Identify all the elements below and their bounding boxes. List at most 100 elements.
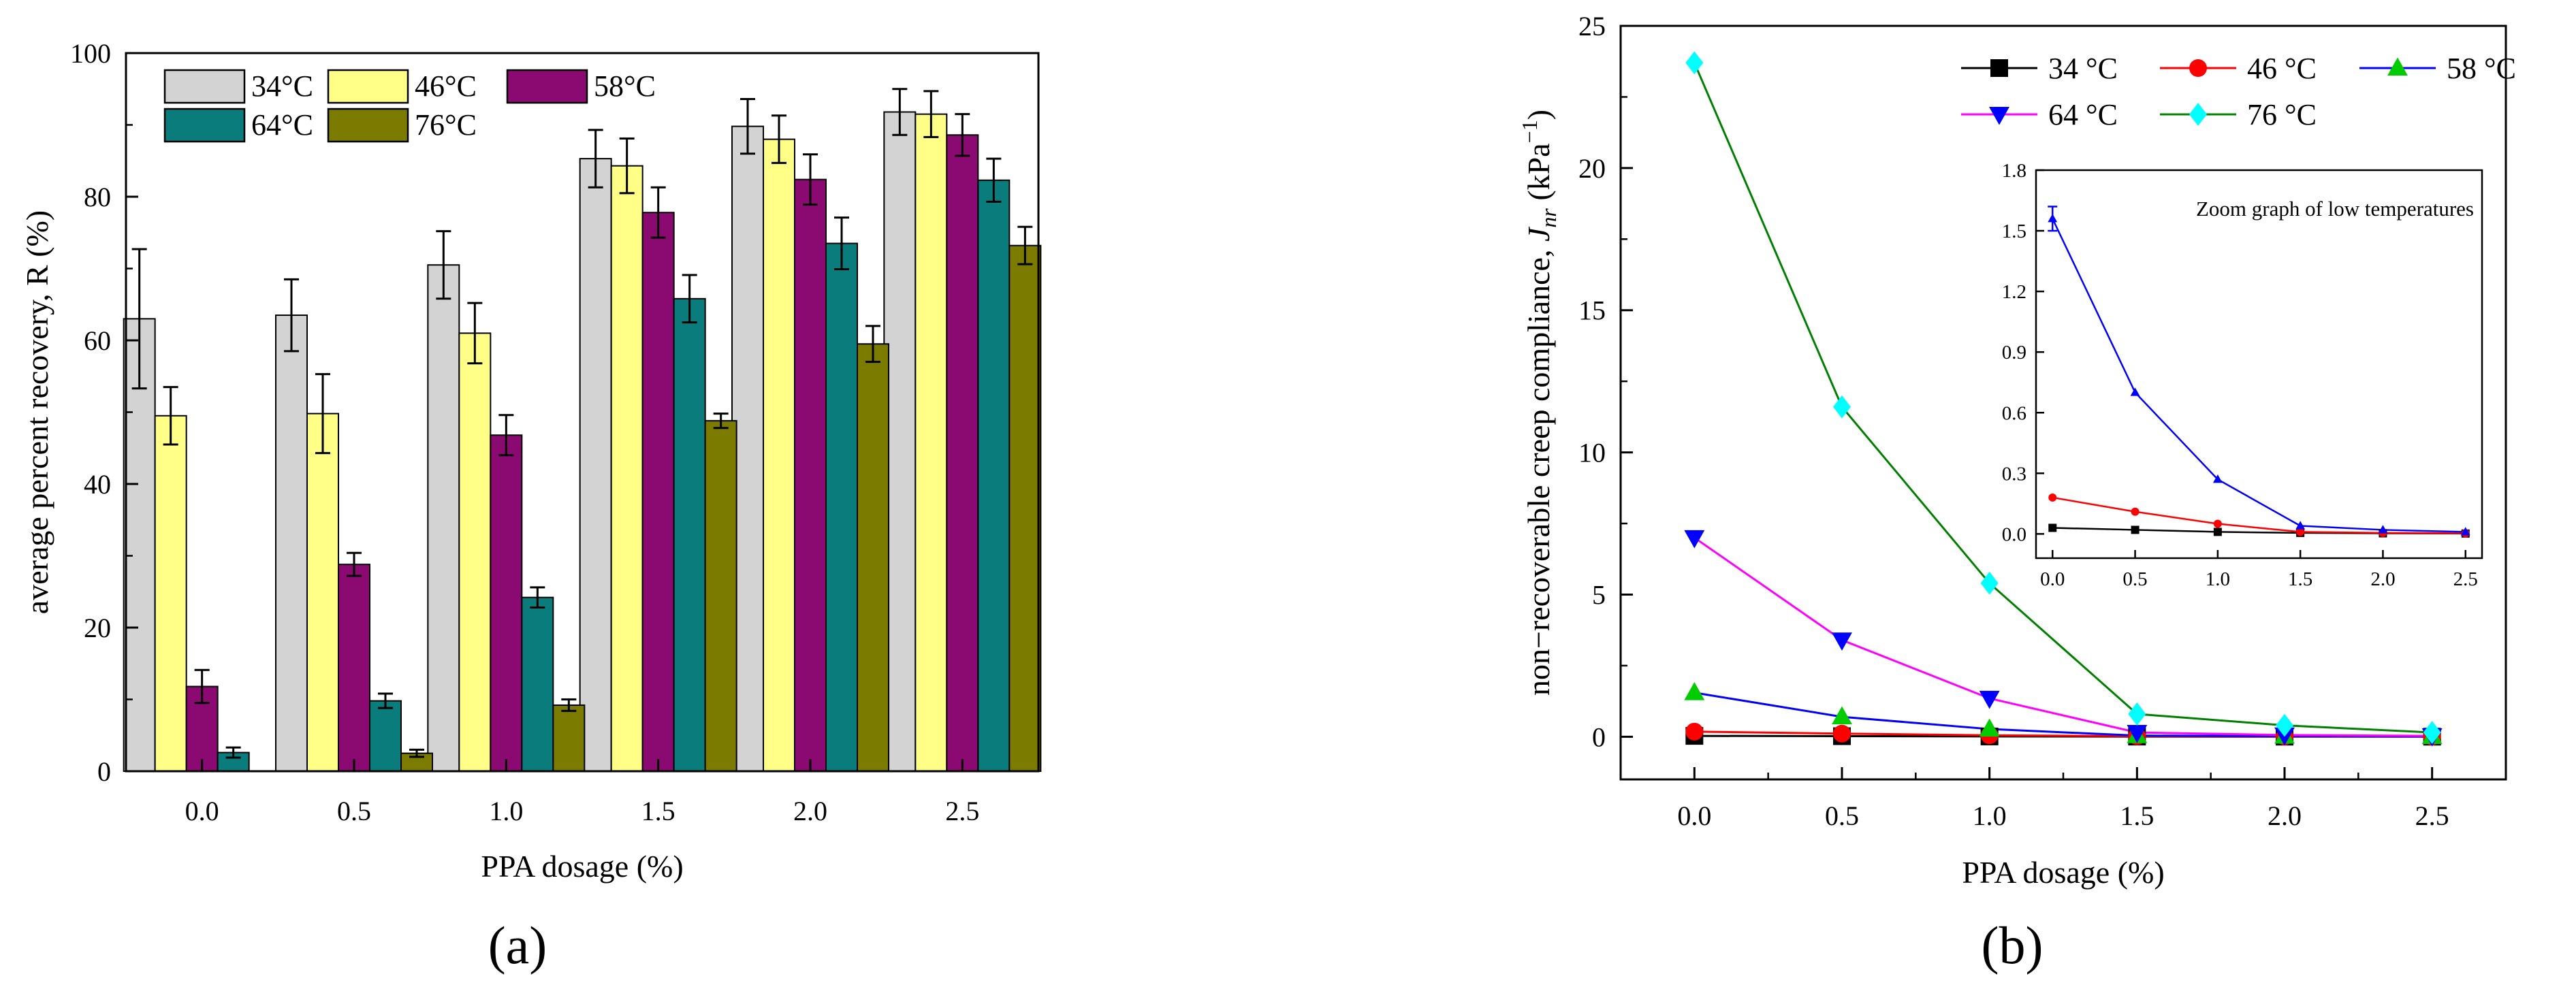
y-axis-title-part: non−recoverable creep compliance, (1521, 242, 1556, 696)
y-axis-title-part: ) (1521, 110, 1556, 120)
y-tick-label: 10 (1578, 438, 1606, 468)
inset-data-point (2131, 525, 2140, 534)
legend-swatch (327, 69, 409, 104)
legend-label: 76°C (415, 108, 477, 142)
inset-x-tick-label: 1.0 (2206, 568, 2230, 590)
bar (427, 264, 460, 773)
y-axis-title-part: J (1521, 226, 1556, 242)
x-tick-label: 2.5 (945, 796, 979, 826)
x-tick-label: 2.0 (2268, 800, 2302, 831)
data-point (1833, 724, 1851, 743)
data-point (1832, 632, 1852, 651)
bar (641, 212, 675, 772)
bar (458, 332, 492, 772)
x-tick-label: 1.0 (1973, 800, 2007, 831)
data-point (1684, 681, 1705, 700)
inset-data-point (2378, 525, 2388, 534)
data-point (1685, 51, 1704, 75)
legend-label: 58 °C (2447, 52, 2516, 85)
inset-data-point (2296, 528, 2305, 536)
legend-label: 64 °C (2048, 98, 2118, 131)
x-tick-label: 0.0 (185, 796, 219, 826)
data-point (2127, 725, 2148, 743)
legend-label: 58°C (594, 69, 656, 103)
inset-data-point (2460, 527, 2470, 536)
legend-marker (2189, 103, 2207, 126)
bar (915, 113, 948, 773)
panel-b-inset-chart: 0.0 0.3 0.6 0.9 1.2 1.5 1.8 0.0 0.5 1.0 1.5 2.0 2.5 Z… (2002, 160, 2483, 590)
inset-y-tick-label: 0.6 (2002, 402, 2026, 424)
data-point (2128, 702, 2146, 726)
panel-label-b: (b) (1982, 916, 2044, 975)
y-tick-label: 100 (70, 38, 111, 69)
bar (306, 412, 339, 772)
bar (610, 165, 643, 772)
legend-marker (1990, 59, 2008, 77)
inset-frame (2035, 169, 2483, 560)
inset-data-point (2048, 214, 2058, 223)
inset-y-tick-label: 1.2 (2002, 281, 2026, 303)
inset-data-point (2048, 493, 2057, 502)
bar (369, 700, 402, 772)
bar (763, 138, 795, 773)
x-tick-label: 1.0 (489, 796, 523, 826)
bar (521, 596, 554, 772)
inset-data-point (2212, 474, 2223, 483)
x-tick-label: 0.5 (1825, 800, 1859, 831)
y-tick-label: 0 (1592, 722, 1606, 752)
inset-y-tick-label: 0.3 (2002, 463, 2026, 485)
y-axis-title-part: −1 (1517, 120, 1542, 143)
bar (275, 314, 308, 772)
bar (185, 685, 219, 773)
bar (1008, 244, 1042, 772)
x-tick-label: 1.5 (2120, 800, 2154, 831)
inset-title: Zoom graph of low temperatures (2196, 197, 2474, 221)
legend-label: 46 °C (2247, 52, 2317, 85)
y-tick-label: 20 (1578, 153, 1606, 184)
inset-series-line (2052, 496, 2466, 534)
inset-data-point (2048, 523, 2057, 532)
series-line (1694, 692, 2432, 738)
inset-data-point (2213, 519, 2222, 528)
data-point (2423, 721, 2441, 744)
series-line (1693, 62, 2432, 734)
x-tick-label: 1.5 (641, 796, 675, 826)
y-axis-title: non−recoverable creep compliance, Jnr (k… (1517, 110, 1561, 696)
y-axis-title-part: (kPa (1521, 143, 1556, 208)
legend-marker (2387, 57, 2408, 76)
series-line (1694, 536, 2432, 737)
legend-swatch (163, 69, 246, 104)
legend-marker (1989, 106, 2009, 125)
bar (977, 179, 1011, 772)
legend-swatch (327, 108, 409, 143)
inset-y-tick-label: 1.8 (2002, 160, 2026, 182)
legend-label: 46°C (415, 69, 477, 103)
inset-data-point (2295, 521, 2306, 530)
bar (946, 134, 979, 772)
bar (704, 420, 737, 772)
bar (123, 318, 156, 773)
data-point (1832, 706, 1852, 725)
legend-label: 64°C (251, 108, 313, 142)
inset-x-tick-label: 0.0 (2040, 568, 2065, 590)
bar (154, 415, 187, 772)
inset-y-tick-label: 0.0 (2002, 523, 2026, 545)
y-tick-label: 80 (84, 182, 111, 212)
inset-y-tick-label: 1.5 (2002, 221, 2026, 242)
y-tick-label: 40 (84, 469, 111, 500)
panel-a-bar-chart: 0 20 40 60 80 100 0.0 0.5 1.0 1.5 2.0 2.5 PPA dosage… (20, 38, 1042, 884)
legend-marker (2189, 59, 2207, 77)
data-point (1833, 395, 1851, 419)
data-point (1684, 530, 1705, 549)
x-tick-label: 0.5 (337, 796, 371, 826)
y-tick-label: 20 (84, 613, 111, 643)
inset-x-tick-label: 0.5 (2122, 568, 2147, 590)
panel-label-a: (a) (488, 916, 547, 975)
x-tick-label: 0.0 (1677, 800, 1711, 831)
y-axis-title: average percent recovery, R (%) (20, 210, 54, 614)
legend-swatch (163, 108, 246, 143)
legend-label: 34°C (251, 69, 313, 103)
inset-data-point (2131, 507, 2140, 516)
inset-y-tick-label: 0.9 (2002, 342, 2026, 363)
